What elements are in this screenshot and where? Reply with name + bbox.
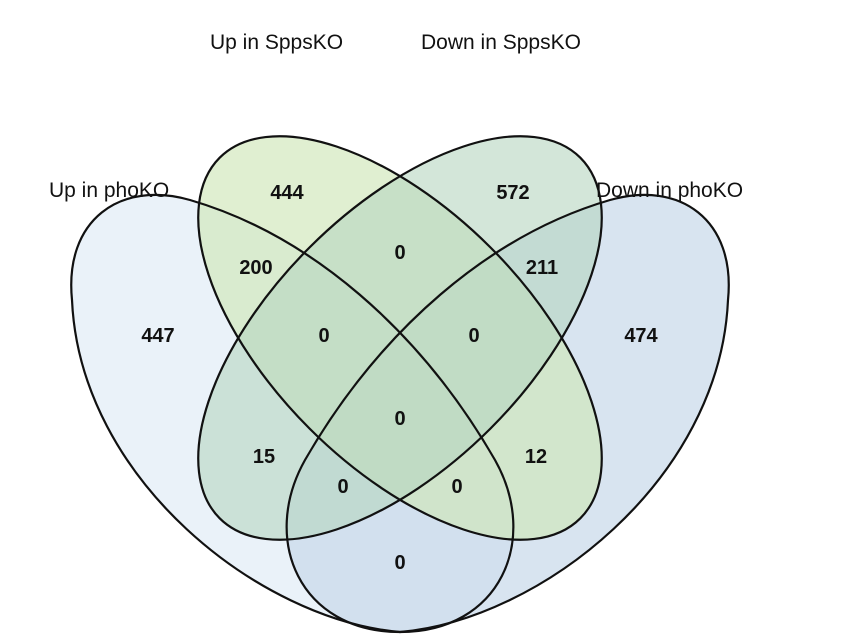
count-upPho-upSpps-downSpps: 0 <box>318 325 329 347</box>
count-upPho-downSpps: 15 <box>253 446 275 468</box>
set-label-upPho: Up in phoKO <box>49 179 169 202</box>
count-only-downSpps: 572 <box>496 182 529 204</box>
count-upSpps-downSpps-downPho: 0 <box>468 325 479 347</box>
count-upSpps-downPho: 12 <box>525 446 547 468</box>
set-label-downPho: Down in phoKO <box>596 179 743 202</box>
count-upPho-upSpps-downPho: 0 <box>451 476 462 498</box>
set-label-downSpps: Down in SppsKO <box>421 31 581 54</box>
count-upPho-downPho: 0 <box>394 552 405 574</box>
count-upSpps-downSpps: 0 <box>394 242 405 264</box>
count-only-upPho: 447 <box>141 325 174 347</box>
count-downSpps-downPho: 211 <box>526 257 558 279</box>
count-all-four: 0 <box>394 408 405 430</box>
set-label-upSpps: Up in SppsKO <box>210 31 343 54</box>
count-upPho-downSpps-downPho: 0 <box>337 476 348 498</box>
count-only-upSpps: 444 <box>270 182 304 204</box>
count-upPho-upSpps: 200 <box>239 257 272 279</box>
count-only-downPho: 474 <box>624 325 658 347</box>
